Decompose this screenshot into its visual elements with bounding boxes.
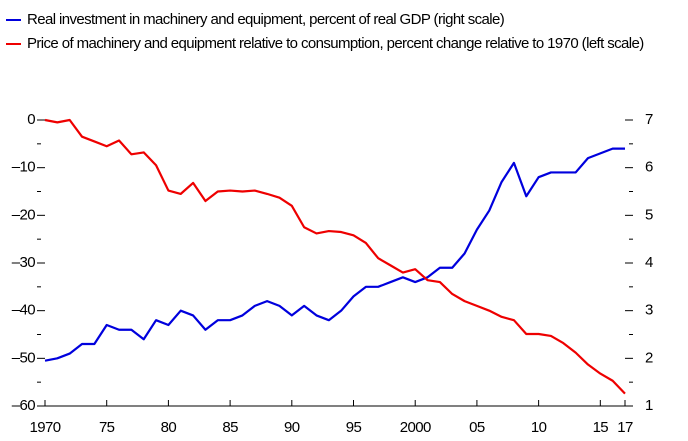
- y-tick-label: –20: [12, 206, 35, 223]
- x-tick-label: 90: [284, 419, 300, 436]
- x-tick-label: 2000: [400, 419, 431, 436]
- legend-label: Real investment in machinery and equipme…: [27, 11, 505, 28]
- legend-swatch: [6, 19, 21, 21]
- y-tick-label: –50: [12, 349, 35, 366]
- legend: Real investment in machinery and equipme…: [6, 8, 676, 56]
- x-tick-label: 1970: [30, 419, 61, 436]
- x-tick-label: 10: [531, 419, 547, 436]
- y-tick-label: –40: [12, 302, 35, 319]
- y2-tick-label: 3: [645, 302, 653, 319]
- x-tick-label: 17: [617, 419, 633, 436]
- y2-tick-label: 5: [645, 206, 653, 223]
- x-tick-label: 95: [346, 419, 362, 436]
- y2-tick-label: 4: [645, 254, 653, 271]
- y2-tick-label: 2: [645, 349, 653, 366]
- x-tick-label: 05: [469, 419, 485, 436]
- y-tick-label: –60: [12, 397, 35, 414]
- legend-entry: Real investment in machinery and equipme…: [6, 8, 676, 32]
- x-tick-label: 75: [99, 419, 115, 436]
- series-line: [44, 147, 625, 362]
- legend-label: Price of machinery and equipment relativ…: [27, 35, 644, 52]
- legend-swatch: [6, 43, 21, 45]
- y-tick-label: –30: [12, 254, 35, 271]
- y2-tick-label: 7: [645, 111, 653, 128]
- y-tick-label: 0: [27, 111, 35, 128]
- y2-tick-label: 1: [645, 397, 653, 414]
- x-tick-label: 15: [593, 419, 609, 436]
- x-tick-label: 80: [161, 419, 177, 436]
- y2-tick-label: 6: [645, 159, 653, 176]
- legend-entry: Price of machinery and equipment relativ…: [6, 32, 676, 56]
- series-line: [44, 118, 626, 395]
- x-tick-label: 85: [222, 419, 238, 436]
- y-tick-label: –10: [12, 159, 35, 176]
